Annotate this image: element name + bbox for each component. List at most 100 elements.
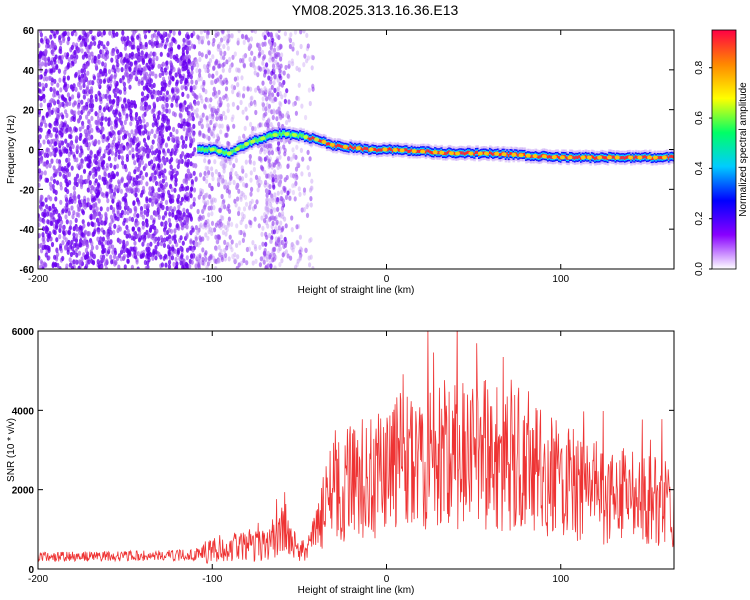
noise-speckle bbox=[108, 222, 112, 228]
noise-speckle bbox=[41, 232, 45, 238]
noise-speckle bbox=[153, 30, 158, 33]
noise-speckle bbox=[95, 206, 99, 212]
noise-speckle bbox=[221, 201, 225, 207]
noise-speckle bbox=[116, 67, 120, 73]
noise-speckle bbox=[228, 193, 232, 199]
noise-speckle bbox=[101, 61, 105, 67]
noise-speckle bbox=[112, 207, 116, 213]
noise-speckle bbox=[44, 57, 48, 63]
noise-speckle bbox=[160, 262, 164, 268]
noise-speckle bbox=[119, 212, 123, 218]
noise-speckle bbox=[241, 237, 245, 243]
noise-speckle bbox=[264, 106, 268, 112]
noise-speckle bbox=[111, 139, 115, 145]
noise-speckle bbox=[218, 252, 222, 258]
noise-speckle bbox=[130, 35, 134, 41]
noise-speckle bbox=[117, 181, 121, 187]
noise-speckle bbox=[144, 172, 149, 178]
noise-speckle bbox=[154, 180, 159, 186]
noise-speckle bbox=[60, 140, 65, 146]
noise-speckle bbox=[302, 207, 306, 213]
noise-speckle bbox=[62, 31, 66, 37]
noise-speckle bbox=[51, 51, 55, 57]
noise-speckle bbox=[152, 219, 156, 225]
noise-speckle bbox=[59, 127, 63, 133]
noise-speckle bbox=[163, 67, 167, 73]
noise-speckle bbox=[214, 169, 218, 175]
noise-speckle bbox=[233, 76, 237, 82]
noise-speckle bbox=[111, 170, 115, 177]
noise-speckle bbox=[175, 158, 179, 164]
noise-speckle bbox=[53, 254, 57, 260]
noise-speckle bbox=[140, 80, 144, 86]
noise-speckle bbox=[65, 219, 69, 225]
noise-speckle bbox=[86, 48, 90, 54]
noise-speckle bbox=[100, 257, 104, 263]
noise-speckle bbox=[292, 152, 296, 159]
noise-speckle bbox=[181, 63, 185, 69]
noise-speckle bbox=[165, 108, 169, 114]
noise-speckle bbox=[60, 166, 64, 172]
noise-speckle bbox=[87, 98, 91, 104]
noise-speckle bbox=[97, 159, 101, 165]
noise-speckle bbox=[74, 127, 78, 133]
noise-speckle bbox=[79, 179, 83, 185]
noise-speckle bbox=[38, 53, 42, 59]
noise-speckle bbox=[43, 170, 47, 176]
noise-speckle bbox=[151, 139, 155, 145]
noise-speckle bbox=[87, 141, 91, 148]
noise-speckle bbox=[38, 64, 42, 70]
noise-speckle bbox=[134, 111, 139, 118]
noise-speckle bbox=[172, 261, 176, 267]
noise-speckle bbox=[262, 54, 267, 60]
noise-speckle bbox=[197, 227, 201, 233]
noise-speckle bbox=[267, 103, 271, 109]
noise-speckle bbox=[208, 58, 213, 64]
noise-speckle bbox=[177, 67, 181, 73]
noise-speckle bbox=[110, 194, 114, 200]
noise-speckle bbox=[230, 84, 234, 90]
noise-speckle bbox=[49, 220, 54, 226]
noise-speckle bbox=[115, 171, 119, 177]
noise-speckle bbox=[110, 145, 114, 151]
noise-speckle bbox=[221, 229, 225, 236]
noise-speckle bbox=[189, 142, 193, 149]
noise-speckle bbox=[185, 38, 189, 44]
noise-speckle bbox=[209, 80, 214, 86]
noise-speckle bbox=[83, 137, 87, 143]
noise-speckle bbox=[162, 118, 166, 124]
noise-speckle bbox=[143, 34, 148, 40]
noise-speckle bbox=[194, 163, 198, 169]
noise-speckle bbox=[49, 196, 53, 202]
noise-speckle bbox=[101, 53, 105, 60]
noise-speckle bbox=[310, 185, 314, 191]
noise-speckle bbox=[236, 254, 240, 260]
noise-speckle bbox=[287, 99, 291, 105]
noise-speckle bbox=[283, 31, 287, 37]
noise-speckle bbox=[272, 256, 276, 262]
noise-speckle bbox=[210, 111, 215, 117]
noise-speckle bbox=[60, 54, 64, 60]
noise-speckle bbox=[118, 112, 122, 118]
noise-speckle bbox=[237, 30, 241, 34]
noise-speckle bbox=[163, 184, 167, 190]
noise-speckle bbox=[236, 37, 240, 43]
noise-speckle bbox=[123, 71, 128, 77]
noise-speckle bbox=[61, 114, 65, 120]
noise-speckle bbox=[126, 228, 130, 234]
noise-speckle bbox=[58, 234, 62, 240]
noise-speckle bbox=[64, 229, 68, 235]
noise-speckle bbox=[204, 219, 208, 225]
noise-speckle bbox=[96, 116, 101, 122]
noise-speckle bbox=[203, 257, 208, 263]
noise-speckle bbox=[145, 181, 149, 187]
noise-speckle bbox=[279, 44, 283, 50]
noise-speckle bbox=[229, 244, 233, 250]
noise-speckle bbox=[110, 259, 114, 265]
noise-speckle bbox=[155, 40, 159, 46]
noise-speckle bbox=[81, 210, 85, 216]
noise-speckle bbox=[179, 235, 183, 241]
noise-speckle bbox=[79, 174, 83, 180]
noise-speckle bbox=[89, 188, 93, 194]
noise-speckle bbox=[40, 118, 44, 124]
